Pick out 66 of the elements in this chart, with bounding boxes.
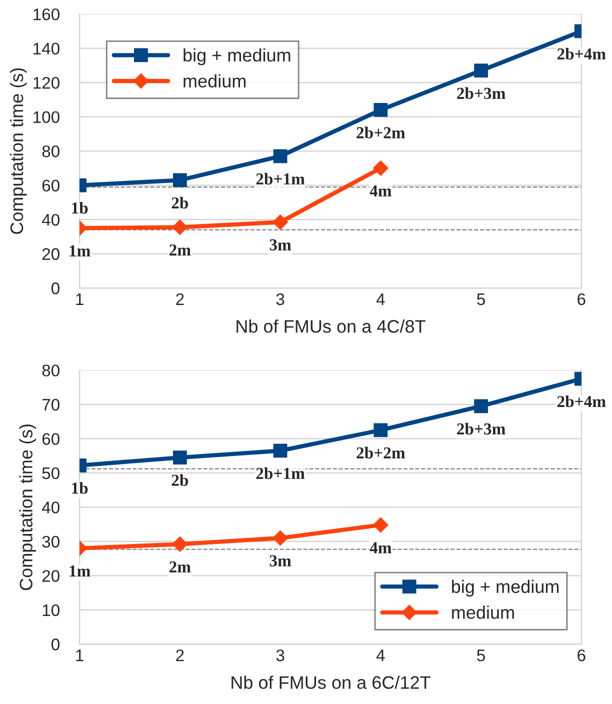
- y-tick-label: 100: [34, 111, 60, 124]
- annotation: 4m: [370, 185, 392, 196]
- y-tick-label: 60: [42, 433, 60, 445]
- annotation: 2b+2m: [356, 446, 406, 459]
- x-axis-title: Nb of FMUs on a 4C/8T: [236, 320, 426, 333]
- y-tick-label: 0: [52, 282, 60, 294]
- legend-label: big + medium: [452, 580, 559, 597]
- point: [374, 103, 388, 117]
- annotation: 2b+4m: [557, 48, 606, 60]
- x-tick-label: 6: [578, 649, 586, 662]
- y-tick-label: 0: [52, 638, 60, 650]
- x-tick-label: 3: [276, 293, 284, 306]
- annotation: 2b+3m: [457, 87, 506, 99]
- legend-label: medium: [452, 606, 514, 619]
- x-axis-title: Nb of FMUs on a 6C/12T: [232, 676, 430, 689]
- y-axis-title: Computation time (s): [19, 424, 36, 590]
- y-tick-label: 40: [42, 214, 60, 226]
- annotation: 2b+1m: [256, 172, 305, 185]
- annotation: 3m: [270, 555, 292, 566]
- annotation: 2b+1m: [256, 467, 305, 480]
- y-tick-label: 20: [42, 570, 60, 582]
- x-tick-label: 4: [376, 294, 385, 305]
- annotation: 2b+3m: [457, 422, 506, 435]
- annotation: 2b: [172, 474, 188, 486]
- annotation: 2m: [170, 244, 191, 256]
- x-tick-label: 3: [276, 649, 284, 662]
- y-tick-label: 80: [42, 145, 60, 158]
- annotation: 2b+4m: [557, 395, 606, 408]
- point: [272, 530, 288, 546]
- x-tick-label: 6: [578, 293, 586, 306]
- legend-label: big + medium: [184, 48, 290, 66]
- point: [374, 423, 388, 438]
- x-tick-label: 5: [477, 294, 485, 306]
- y-tick-label: 120: [34, 76, 60, 89]
- y-tick-label: 70: [42, 398, 60, 411]
- y-tick-label: 60: [42, 180, 60, 192]
- legend-label: medium: [184, 74, 246, 88]
- annotation: 1m: [70, 245, 90, 256]
- annotation: 2m: [170, 561, 191, 572]
- y-axis-title: Computation time (s): [10, 68, 27, 234]
- y-tick-label: 30: [42, 536, 60, 548]
- annotation: 1b: [72, 202, 88, 214]
- y-tick-label: 10: [42, 604, 60, 616]
- y-tick-label: 80: [42, 364, 60, 376]
- x-tick-label: 4: [376, 650, 385, 662]
- x-tick-label: 2: [176, 649, 184, 662]
- y-tick-label: 40: [42, 502, 60, 514]
- annotation: 2b: [172, 196, 188, 209]
- point: [372, 517, 389, 533]
- annotation: 1b: [72, 482, 88, 494]
- point: [273, 149, 288, 164]
- y-tick-label: 50: [42, 467, 60, 480]
- point: [273, 444, 288, 458]
- annotation: 3m: [270, 239, 292, 251]
- y-tick-label: 140: [34, 42, 60, 55]
- y-tick-label: 20: [42, 248, 60, 260]
- y-tick-label: 160: [34, 8, 60, 20]
- annotation: 1m: [70, 566, 90, 577]
- x-tick-label: 2: [176, 293, 184, 305]
- annotation: 2b+2m: [356, 126, 406, 138]
- annotation: 4m: [370, 542, 392, 554]
- point: [272, 214, 288, 230]
- x-tick-label: 1: [76, 650, 84, 662]
- point: [372, 160, 389, 176]
- x-tick-label: 1: [76, 294, 84, 305]
- x-tick-label: 5: [477, 650, 485, 662]
